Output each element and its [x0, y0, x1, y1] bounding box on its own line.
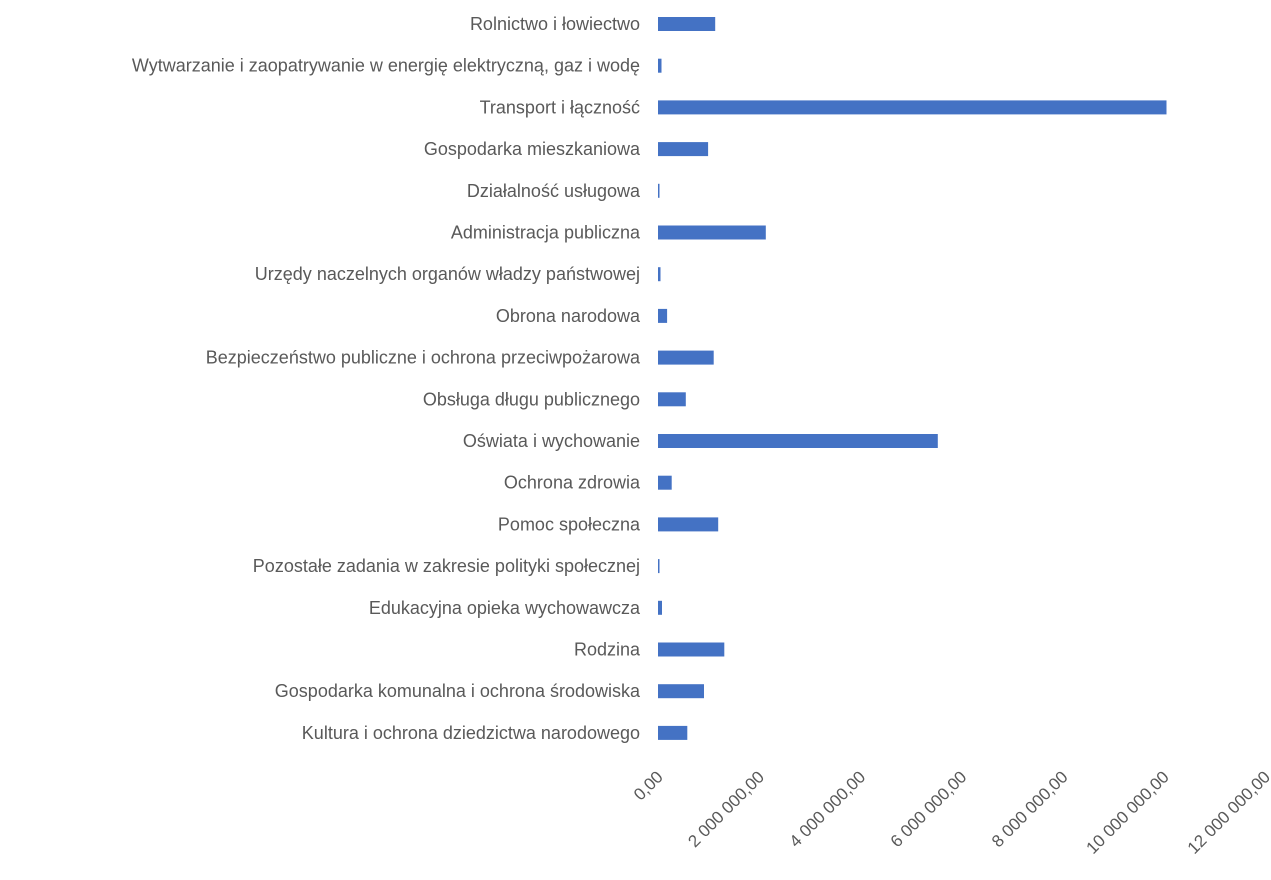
bar	[658, 517, 718, 531]
x-tick-label: 6 000 000,00	[887, 767, 971, 851]
bar	[658, 351, 714, 365]
category-label: Gospodarka mieszkaniowa	[424, 139, 641, 159]
category-label: Rolnictwo i łowiectwo	[470, 14, 640, 34]
bar	[658, 726, 687, 740]
bar	[658, 643, 724, 657]
category-labels-group: Rolnictwo i łowiectwo Wytwarzanie i zaopa…	[132, 14, 641, 743]
bar	[658, 601, 662, 615]
x-tick-label: 12 000 000,00	[1184, 767, 1271, 857]
category-label: Urzędy naczelnych organów władzy państwo…	[255, 264, 640, 284]
bar	[658, 559, 660, 573]
x-tick-label: 4 000 000,00	[786, 767, 870, 851]
category-label: Kultura i ochrona dziedzictwa narodowego	[302, 723, 640, 743]
bars-group	[658, 17, 1167, 740]
bar	[658, 684, 704, 698]
x-tick-label: 0,00	[630, 767, 667, 804]
bar	[658, 476, 672, 490]
bar	[658, 267, 661, 281]
bar	[658, 392, 686, 406]
x-tick-label: 10 000 000,00	[1083, 767, 1173, 857]
bar	[658, 184, 660, 198]
category-label: Bezpieczeństwo publiczne i ochrona przec…	[206, 348, 641, 368]
bar	[658, 100, 1167, 114]
category-label: Gospodarka komunalna i ochrona środowisk…	[275, 681, 641, 701]
x-tick-labels-group: 0,00 2 000 000,00 4 000 000,00 6 000 000,00…	[630, 767, 1271, 857]
bar	[658, 309, 667, 323]
bar	[658, 17, 715, 31]
bar	[658, 59, 662, 73]
category-label: Administracja publiczna	[451, 223, 641, 243]
bar	[658, 434, 938, 448]
category-label: Edukacyjna opieka wychowawcza	[369, 598, 641, 618]
category-label: Rodzina	[574, 640, 641, 660]
category-label: Oświata i wychowanie	[463, 431, 640, 451]
category-label: Działalność usługowa	[467, 181, 641, 201]
category-label: Transport i łączność	[480, 97, 640, 117]
x-tick-label: 8 000 000,00	[988, 767, 1072, 851]
category-label: Ochrona zdrowia	[504, 473, 641, 493]
bar	[658, 142, 708, 156]
bar	[658, 226, 766, 240]
category-label: Pomoc społeczna	[498, 514, 641, 534]
category-label: Obsługa długu publicznego	[423, 389, 640, 409]
category-label: Wytwarzanie i zaopatrywanie w energię el…	[132, 56, 640, 76]
x-tick-label: 2 000 000,00	[684, 767, 768, 851]
category-label: Obrona narodowa	[496, 306, 641, 326]
category-label: Pozostałe zadania w zakresie polityki sp…	[253, 556, 640, 576]
